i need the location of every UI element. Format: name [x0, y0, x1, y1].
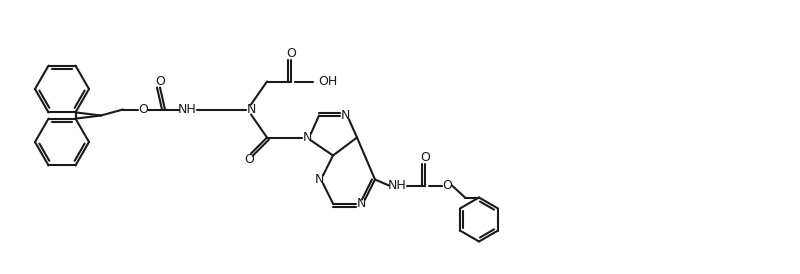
Text: O: O [244, 153, 254, 166]
Text: O: O [420, 151, 430, 164]
Text: O: O [155, 75, 165, 88]
Text: N: N [356, 197, 366, 210]
Text: O: O [138, 103, 148, 116]
Text: N: N [246, 103, 256, 116]
Text: OH: OH [318, 75, 338, 88]
Text: N: N [340, 109, 350, 122]
Text: O: O [442, 179, 452, 192]
Text: N: N [314, 173, 324, 186]
Text: NH: NH [388, 179, 406, 192]
Text: N: N [302, 131, 312, 144]
Text: NH: NH [178, 103, 196, 116]
Text: O: O [286, 47, 296, 60]
